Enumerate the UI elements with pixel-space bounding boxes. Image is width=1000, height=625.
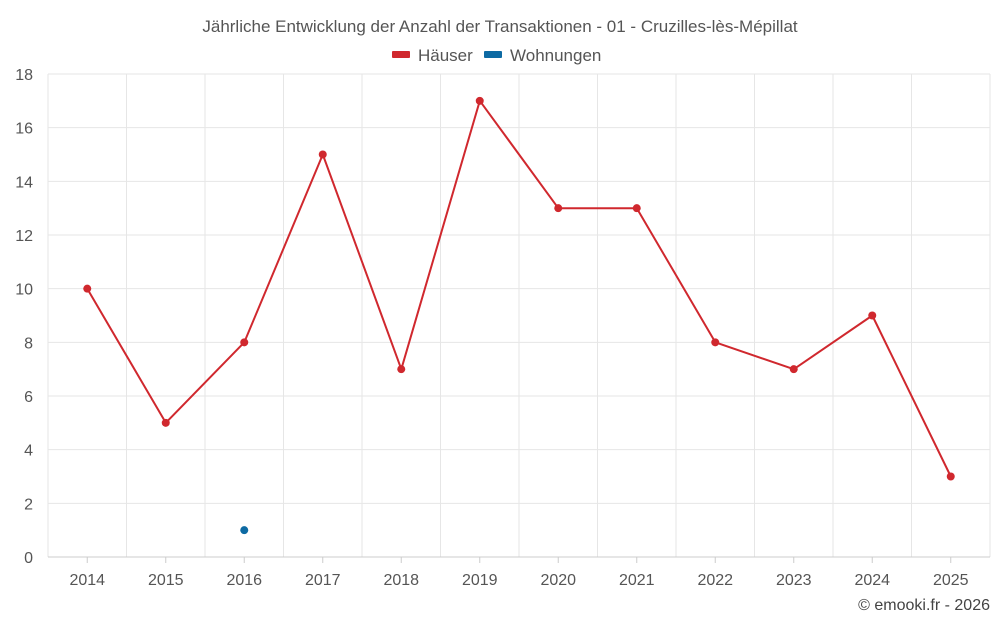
x-tick-label-2019: 2019 xyxy=(462,572,498,589)
legend-item-wohnungen[interactable]: Wohnungen xyxy=(484,46,601,65)
x-tick-label-2025: 2025 xyxy=(933,572,969,589)
data-point-haeuser-2014 xyxy=(83,284,92,293)
data-point-haeuser-2019 xyxy=(475,96,484,105)
x-tick-label-2017: 2017 xyxy=(305,572,341,589)
x-tick-label-2014: 2014 xyxy=(69,572,105,589)
chart-title: Jährliche Entwicklung der Anzahl der Tra… xyxy=(202,17,798,36)
data-point-haeuser-2017 xyxy=(318,150,327,159)
x-tick-label-2022: 2022 xyxy=(697,572,733,589)
data-point-haeuser-2018 xyxy=(397,365,406,374)
x-tick-label-2016: 2016 xyxy=(226,572,262,589)
data-point-wohnungen-2016 xyxy=(240,526,249,535)
legend: Häuser Wohnungen xyxy=(392,46,601,65)
y-tick-label-2: 2 xyxy=(24,496,33,513)
series-layer xyxy=(83,96,955,535)
y-tick-label-14: 14 xyxy=(15,174,33,191)
x-axis: 2014 2015 2016 2017 2018 2019 2020 2021 2022 2023… xyxy=(48,556,990,589)
series-line-haeuser xyxy=(86,99,952,477)
y-tick-label-4: 4 xyxy=(24,443,33,460)
data-point-haeuser-2025 xyxy=(946,472,955,481)
data-point-haeuser-2016 xyxy=(240,338,249,347)
data-point-haeuser-2022 xyxy=(711,338,720,347)
legend-item-haeuser[interactable]: Häuser xyxy=(392,46,473,65)
legend-swatch-haeuser xyxy=(392,51,410,58)
data-point-haeuser-2024 xyxy=(868,311,877,320)
y-tick-label-18: 18 xyxy=(15,67,33,84)
y-tick-label-10: 10 xyxy=(15,282,33,299)
x-tick-label-2020: 2020 xyxy=(540,572,576,589)
data-point-haeuser-2021 xyxy=(632,204,641,213)
y-tick-label-16: 16 xyxy=(15,121,33,138)
data-point-haeuser-2020 xyxy=(554,204,563,213)
y-tick-label-6: 6 xyxy=(24,389,33,406)
y-tick-label-12: 12 xyxy=(15,228,33,245)
data-point-haeuser-2023 xyxy=(789,365,798,374)
x-tick-label-2024: 2024 xyxy=(854,572,890,589)
legend-swatch-wohnungen xyxy=(484,51,502,58)
y-tick-label-8: 8 xyxy=(24,335,33,352)
grid xyxy=(47,73,991,557)
legend-label-haeuser: Häuser xyxy=(418,46,473,65)
y-tick-label-0: 0 xyxy=(24,550,33,567)
y-axis: 0 2 4 6 8 10 12 14 16 18 xyxy=(15,67,33,567)
data-point-haeuser-2015 xyxy=(161,418,170,427)
x-tick-label-2021: 2021 xyxy=(619,572,655,589)
credit: © emooki.fr - 2026 xyxy=(858,597,990,614)
legend-label-wohnungen: Wohnungen xyxy=(510,46,601,65)
x-tick-label-2023: 2023 xyxy=(776,572,812,589)
x-tick-label-2018: 2018 xyxy=(383,572,419,589)
x-tick-label-2015: 2015 xyxy=(148,572,184,589)
